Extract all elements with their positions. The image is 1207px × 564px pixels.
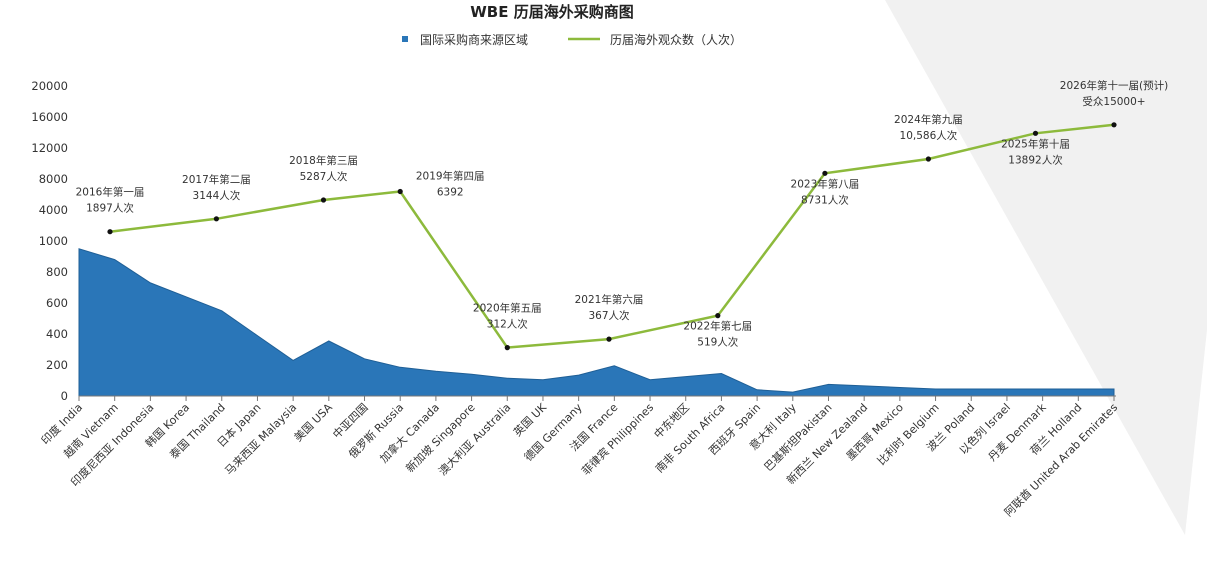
data-label: 2017年第二届 (182, 173, 251, 186)
line-point (504, 345, 510, 351)
data-label: 2022年第七届 (683, 320, 752, 333)
data-label: 2025年第十届 (1001, 137, 1070, 150)
data-label: 3144人次 (193, 189, 241, 202)
y-tick-label: 20000 (31, 79, 68, 93)
data-label: 1897人次 (86, 202, 134, 215)
area-series (78, 248, 1115, 397)
legend: 国际采购商来源区域 历届海外观众数（人次） (402, 32, 742, 47)
y-axis: 0 200 400 600 800 1000 4000 8000 12000 16000 20000 (31, 79, 68, 403)
data-label: 367人次 (588, 309, 630, 322)
data-label: 2020年第五届 (473, 302, 542, 315)
line-point (606, 336, 612, 342)
data-label: 6392 (437, 187, 464, 199)
y-tick-label: 1000 (39, 234, 68, 248)
line-point (925, 156, 932, 162)
y-tick-label: 0 (61, 389, 68, 403)
data-label: 312人次 (487, 318, 529, 331)
y-tick-label: 200 (46, 358, 68, 372)
data-label: 受众15000+ (1082, 96, 1145, 108)
area-fill (78, 248, 1115, 397)
background-shading (885, 0, 1207, 535)
legend-area-label: 国际采购商来源区域 (420, 32, 528, 47)
data-label: 519人次 (697, 336, 739, 349)
y-tick-label: 800 (46, 265, 68, 279)
y-tick-label: 600 (46, 296, 68, 310)
y-tick-label: 12000 (31, 141, 68, 155)
y-tick-label: 16000 (31, 110, 68, 124)
line-point (1032, 130, 1039, 136)
data-label: 2019年第四届 (416, 170, 485, 183)
line-point (822, 170, 828, 176)
line-point (1111, 122, 1117, 128)
chart-title: WBE 历届海外采购商图 (470, 3, 633, 21)
data-label: 10,586人次 (900, 129, 958, 142)
x-category-label: 巴基斯坦Pakistan (761, 400, 835, 474)
data-label: 13892人次 (1008, 153, 1063, 166)
data-label: 2018年第三届 (289, 154, 358, 167)
data-label: 5287人次 (300, 170, 348, 183)
line-point (715, 313, 721, 319)
data-label: 2021年第六届 (575, 293, 644, 306)
line-point (213, 216, 219, 222)
x-category-label: 美国 USA (292, 401, 336, 445)
line-series (107, 122, 1117, 351)
data-label: 8731人次 (801, 193, 849, 206)
line-point (320, 197, 327, 203)
y-tick-label: 400 (46, 327, 68, 341)
line-point (397, 188, 403, 195)
line-point (107, 229, 113, 235)
data-label: 2016年第一届 (76, 186, 145, 199)
y-tick-label: 8000 (39, 172, 68, 186)
legend-line-label: 历届海外观众数（人次） (610, 32, 742, 47)
data-label: 2023年第八届 (791, 177, 860, 190)
legend-area-swatch (402, 36, 408, 42)
y-tick-label: 4000 (39, 203, 68, 217)
x-category-label: 比利时 Belgium (875, 401, 942, 468)
data-label: 2026年第十一届(预计) (1060, 79, 1168, 92)
x-category-label: 加拿大 Canada (377, 400, 442, 465)
annotations: 2016年第一届 1897人次 2017年第二届 3144人次 2018年第三届 5287… (76, 79, 1169, 349)
data-label: 2024年第九届 (894, 113, 963, 126)
